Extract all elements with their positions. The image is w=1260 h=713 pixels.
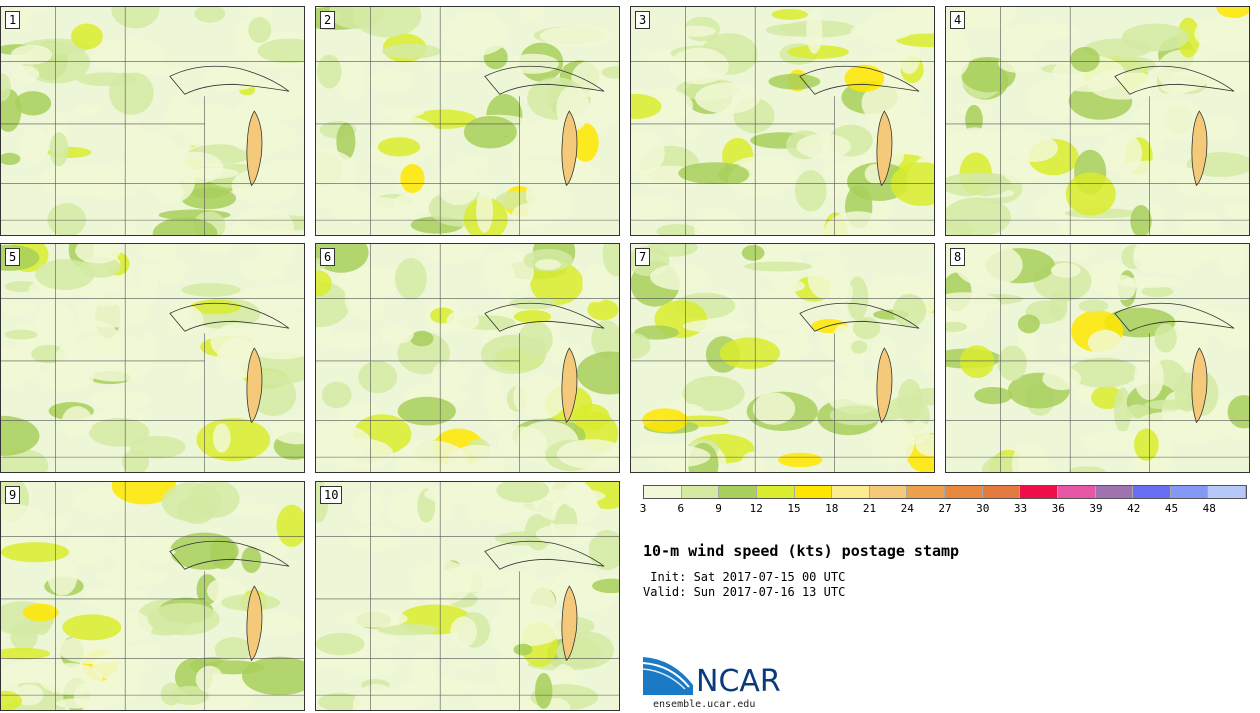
legend-swatch [644, 486, 682, 498]
legend-tick-label: 45 [1164, 502, 1179, 515]
wind-speed-map [631, 244, 934, 472]
member-label: 9 [5, 486, 21, 504]
wind-speed-map [316, 482, 619, 710]
legend-tick-label: 36 [1051, 502, 1065, 515]
member-panel-4[interactable]: 4 [945, 6, 1250, 236]
valid-time: Valid: Sun 2017-07-16 13 UTC [643, 585, 846, 599]
legend-swatch [945, 486, 983, 498]
member-label: 4 [950, 11, 966, 29]
legend-tick-label: 48 [1202, 502, 1216, 515]
legend-swatch [1020, 486, 1058, 498]
wind-speed-map [631, 7, 934, 235]
logo-wordmark: NCAR [696, 664, 781, 699]
member-label: 2 [320, 11, 336, 29]
plot-title: 10-m wind speed (kts) postage stamp [643, 542, 960, 560]
wind-speed-map [1, 7, 304, 235]
legend-tick-label: 24 [900, 502, 914, 515]
legend-tick-label: 12 [749, 502, 763, 515]
member-panel-6[interactable]: 6 [315, 243, 620, 473]
legend-tick-label: 42 [1127, 502, 1141, 515]
member-label: 5 [5, 248, 21, 266]
legend-tick-label: 33 [1013, 502, 1028, 515]
member-label: 7 [635, 248, 651, 266]
member-panel-8[interactable]: 8 [945, 243, 1250, 473]
legend-swatch [681, 486, 720, 498]
legend-swatch [794, 486, 833, 498]
member-label: 1 [5, 11, 21, 29]
legend-ticks: 3 6 9 12 15 18 21 24 27 30 33 36 39 42 45 48 [639, 499, 1247, 515]
member-panel-3[interactable]: 3 [630, 6, 935, 236]
member-panel-9[interactable]: 9 [0, 481, 305, 711]
legend-tick-label: 30 [976, 502, 990, 515]
legend-tick-label: 3 [639, 502, 647, 515]
wind-speed-map [1, 482, 304, 710]
member-panel-7[interactable]: 7 [630, 243, 935, 473]
legend-tick-label: 18 [825, 502, 839, 515]
legend-tick-label: 39 [1089, 502, 1103, 515]
member-panel-5[interactable]: 5 [0, 243, 305, 473]
member-panel-2[interactable]: 2 [315, 6, 620, 236]
site-url: ensemble.ucar.edu [653, 699, 756, 710]
member-label: 10 [320, 486, 343, 504]
legend-swatch [1057, 486, 1096, 498]
init-time: Init: Sat 2017-07-15 00 UTC [643, 570, 846, 584]
member-panel-10[interactable]: 10 [315, 481, 620, 711]
legend-tick-label: 15 [787, 502, 801, 515]
member-panel-1[interactable]: 1 [0, 6, 305, 236]
legend-tick-label: 27 [938, 502, 952, 515]
wind-speed-map [1, 244, 304, 472]
wind-speed-map [946, 244, 1249, 472]
legend-swatch [1095, 486, 1134, 498]
wind-speed-map [316, 244, 619, 472]
member-label: 6 [320, 248, 336, 266]
legend-tick-label: 6 [677, 502, 685, 515]
wind-speed-map [316, 7, 619, 235]
legend-swatch [719, 486, 757, 498]
wind-speed-map [946, 7, 1249, 235]
legend-swatch [982, 486, 1021, 498]
legend-swatch [907, 486, 945, 498]
legend-colorbar [643, 485, 1247, 499]
color-legend: 3 6 9 12 15 18 21 24 27 30 33 36 39 42 45 48 [639, 485, 1247, 515]
legend-swatch [1133, 486, 1171, 498]
legend-swatch [1170, 486, 1209, 498]
member-label: 3 [635, 11, 651, 29]
legend-tick-label: 9 [715, 502, 722, 515]
member-label: 8 [950, 248, 966, 266]
legend-swatch [1208, 486, 1246, 498]
legend-tick-label: 21 [862, 502, 877, 515]
legend-swatch [869, 486, 908, 498]
ncar-logo-icon [643, 657, 693, 695]
legend-swatch [756, 486, 795, 498]
legend-swatch [832, 486, 870, 498]
